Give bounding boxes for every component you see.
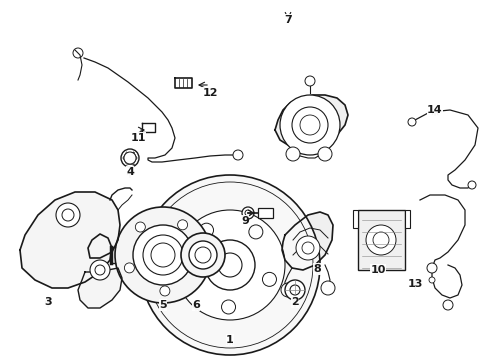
Text: 2: 2 [290,297,298,307]
Circle shape [262,273,276,286]
Circle shape [291,107,327,143]
Circle shape [232,150,243,160]
Text: 1: 1 [225,335,233,345]
Circle shape [407,118,415,126]
Circle shape [281,283,294,297]
Circle shape [192,259,203,269]
Circle shape [299,115,319,135]
Circle shape [175,210,285,320]
Circle shape [199,223,213,237]
Bar [352,210,357,228]
Polygon shape [274,95,347,148]
Circle shape [182,270,196,284]
Circle shape [195,247,210,263]
Polygon shape [175,78,192,88]
Polygon shape [78,268,122,308]
Circle shape [90,260,110,280]
Text: 6: 6 [192,300,200,310]
Circle shape [56,203,80,227]
Circle shape [62,209,74,221]
Text: 7: 7 [284,15,291,25]
Circle shape [295,236,319,260]
Circle shape [280,95,339,155]
Bar [258,208,272,218]
Polygon shape [142,123,155,132]
Circle shape [248,225,263,239]
Circle shape [285,147,299,161]
Circle shape [142,235,183,275]
Text: 10: 10 [369,265,385,275]
Bar [357,210,404,270]
Bar [404,210,409,228]
Circle shape [73,48,83,58]
Circle shape [124,263,134,273]
Circle shape [372,232,388,248]
Text: 13: 13 [407,279,422,289]
Circle shape [426,263,436,273]
Text: 14: 14 [427,105,442,115]
Polygon shape [282,212,332,270]
Circle shape [244,210,250,216]
Circle shape [289,285,299,295]
Circle shape [442,300,452,310]
Circle shape [95,265,105,275]
Circle shape [467,181,475,189]
Circle shape [124,152,136,164]
Circle shape [285,280,305,300]
Polygon shape [20,192,120,288]
Text: 8: 8 [312,264,320,274]
Text: 5: 5 [159,300,166,310]
Circle shape [221,300,235,314]
Text: 4: 4 [126,167,134,177]
Circle shape [140,175,319,355]
Circle shape [302,242,313,254]
Circle shape [218,253,242,277]
Circle shape [133,225,193,285]
Text: 11: 11 [130,133,145,143]
Circle shape [204,240,254,290]
Circle shape [242,207,253,219]
Text: 3: 3 [44,297,52,307]
Circle shape [115,207,210,303]
Circle shape [317,147,331,161]
Circle shape [135,222,145,232]
Circle shape [320,281,334,295]
Circle shape [428,277,434,283]
Text: 9: 9 [241,216,248,226]
Circle shape [305,76,314,86]
Circle shape [160,286,169,296]
Circle shape [151,243,175,267]
Circle shape [189,241,217,269]
Circle shape [181,233,224,277]
Circle shape [121,149,139,167]
Circle shape [365,225,395,255]
Circle shape [177,220,187,230]
Text: 12: 12 [202,88,217,98]
